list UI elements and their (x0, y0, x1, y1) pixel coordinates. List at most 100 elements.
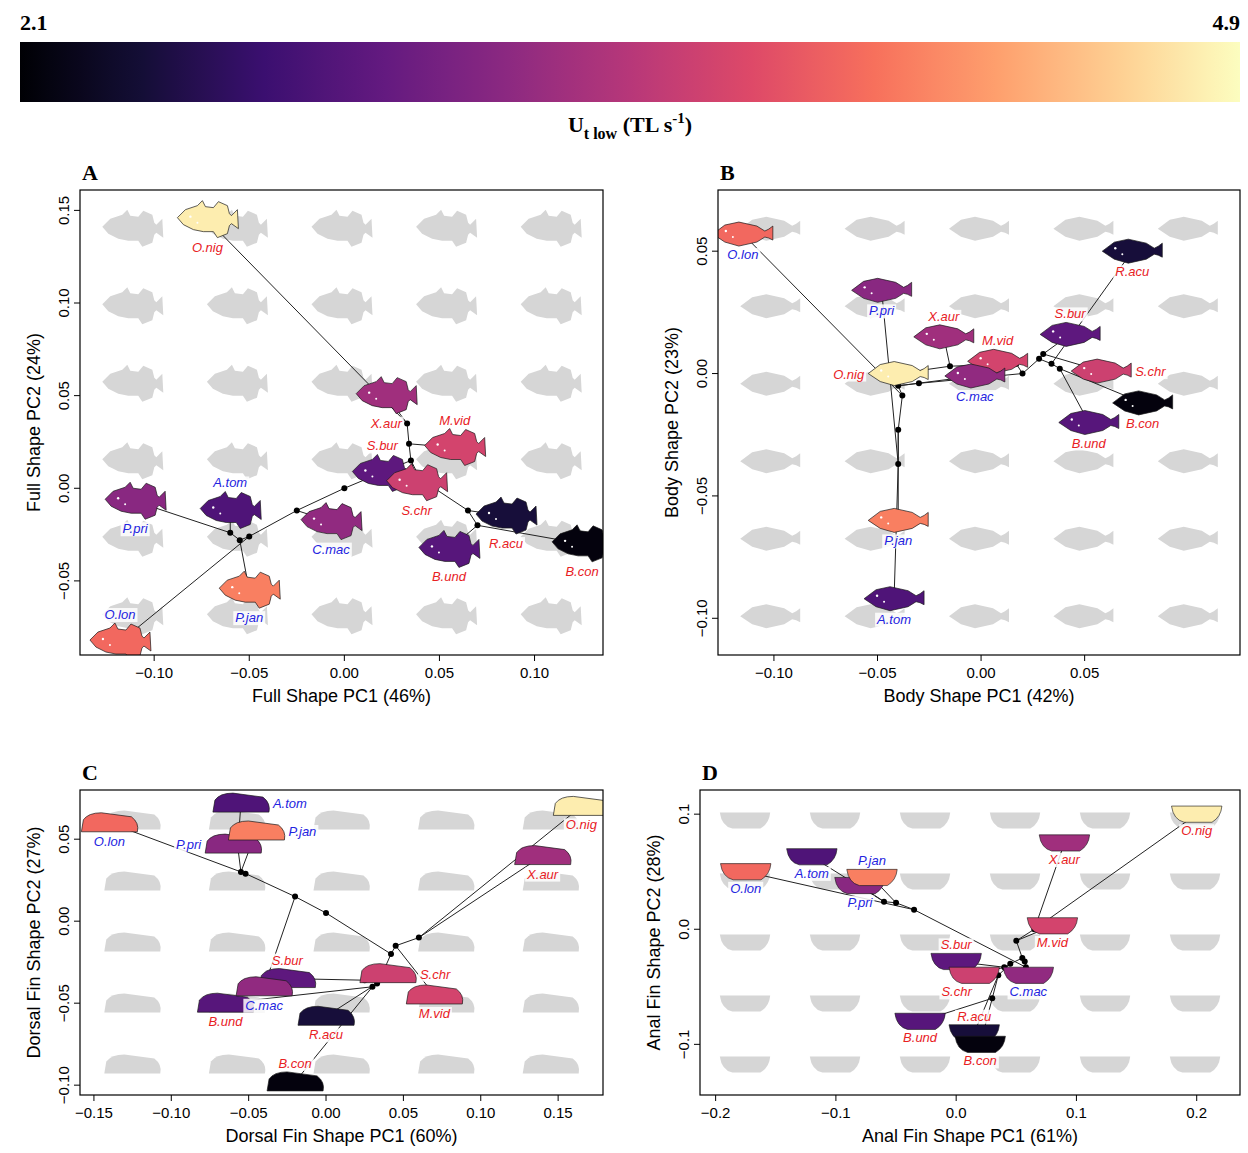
landmark-dot (571, 546, 573, 548)
background-shape (900, 812, 950, 828)
species-marker-group (868, 508, 928, 532)
landmark-dot (444, 450, 446, 452)
y-tick-label: 0.00 (55, 907, 72, 936)
species-marker (406, 985, 462, 1004)
panel-letter: C (82, 760, 98, 785)
species-labels: O.nigX.aurM.vidS.burS.chrR.acuB.conB.und… (725, 247, 1167, 627)
species-marker-group (301, 503, 362, 540)
x-axis-title: Anal Fin Shape PC1 (61%) (862, 1126, 1078, 1146)
y-tick-label: −0.05 (55, 562, 72, 600)
background-shape (949, 527, 1009, 551)
species-label: B.und (208, 1014, 243, 1029)
landmark-dot (957, 372, 959, 374)
background-shape (1080, 873, 1130, 889)
label-patch (1070, 437, 1108, 451)
background-shape (990, 873, 1040, 889)
species-label: S.chr (420, 967, 451, 982)
background-shape (1158, 217, 1218, 241)
landmark-dot (1071, 418, 1073, 420)
landmark-dot (979, 357, 981, 359)
species-label: M.vid (1037, 935, 1069, 950)
tree-node (406, 441, 412, 447)
y-tick-label: −0.10 (55, 1066, 72, 1104)
label-patch (399, 504, 433, 518)
label-patch (962, 1054, 999, 1068)
background-shape (1158, 604, 1218, 628)
label-patch (271, 797, 309, 811)
label-patch (430, 570, 468, 584)
background-shape (1080, 812, 1130, 828)
species-marker-group (219, 571, 280, 608)
label-patch (190, 241, 225, 255)
background-shape (521, 597, 582, 634)
x-tick (248, 1095, 249, 1101)
background-shape (720, 995, 770, 1011)
plot-area (81, 793, 603, 1091)
x-tick (877, 655, 878, 661)
background-shape (416, 597, 477, 634)
plot-frame (80, 790, 603, 1095)
landmark-dot (933, 339, 935, 341)
background-shape (990, 934, 1040, 950)
label-patch (856, 854, 888, 868)
species-marker (200, 491, 261, 528)
species-marker-group (406, 985, 462, 1004)
species-marker (1039, 835, 1089, 851)
background-shape (523, 933, 579, 952)
y-tick (74, 303, 80, 304)
species-marker-group (1113, 391, 1173, 415)
x-axis-title: Body Shape PC1 (42%) (883, 686, 1074, 706)
species-label: B.con (1126, 416, 1159, 431)
y-axis-title: Full Shape PC2 (24%) (24, 333, 44, 512)
label-patch (437, 414, 472, 428)
background-shape (523, 994, 579, 1013)
color-bar-title-part: (TL s (617, 112, 672, 137)
label-patch (525, 868, 560, 882)
tree-edge (898, 430, 899, 521)
label-patch (307, 1028, 345, 1042)
tree-node (246, 533, 252, 539)
species-marker (1113, 391, 1173, 415)
species-label: P.jan (288, 824, 316, 839)
label-patch (286, 825, 318, 839)
background-shape (720, 1056, 770, 1072)
background-shape (1053, 449, 1113, 473)
landmark-dot (880, 369, 882, 371)
tree-node (474, 522, 480, 528)
landmark-dot (1059, 336, 1061, 338)
label-patch (955, 1010, 993, 1024)
background-shape (104, 994, 160, 1013)
landmark-dot (431, 545, 433, 547)
species-marker (356, 377, 417, 414)
background-shape (845, 449, 905, 473)
y-axis-title: Body Shape PC2 (23%) (662, 327, 682, 518)
species-marker-group (914, 325, 974, 349)
landmark-dot (438, 551, 440, 553)
species-marker (81, 813, 137, 832)
label-patch (369, 417, 404, 431)
background-shape (523, 1055, 579, 1074)
plot-frame (80, 190, 603, 655)
landmark-dot (313, 517, 315, 519)
tree-node (227, 530, 233, 536)
tree-node (989, 995, 995, 1001)
species-marker-group (787, 849, 837, 865)
background-shape (102, 210, 163, 247)
background-shape (1053, 217, 1113, 241)
x-tick (344, 655, 345, 661)
x-tick (835, 1095, 836, 1101)
species-marker (301, 503, 362, 540)
background-shape (102, 287, 163, 324)
plot-background (80, 190, 603, 655)
species-marker-group (425, 429, 486, 466)
x-tick-label: 0.10 (520, 664, 549, 681)
y-tick-label: 0.1 (675, 804, 692, 825)
label-patch (270, 954, 305, 968)
y-tick (74, 580, 80, 581)
landmark-dot (488, 512, 490, 514)
y-tick (74, 395, 80, 396)
x-tick (403, 1095, 404, 1101)
background-shape (416, 287, 477, 324)
label-patch (939, 985, 973, 999)
species-label: M.vid (419, 1006, 451, 1021)
